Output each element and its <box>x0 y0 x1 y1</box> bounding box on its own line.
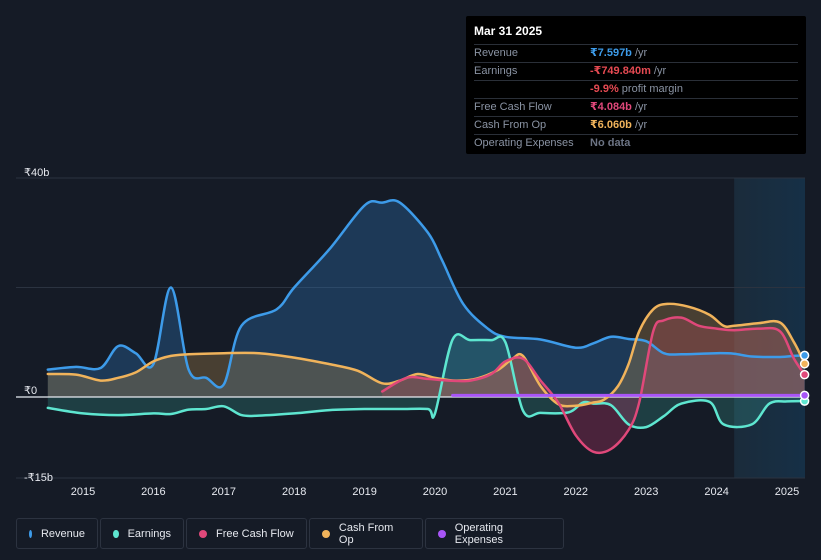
legend-dot-icon <box>199 529 207 538</box>
x-tick-label: 2025 <box>774 486 800 498</box>
earnings-area <box>47 334 805 428</box>
free-cash-flow-end-marker <box>799 369 810 380</box>
tooltip-row: Earnings -₹749.840m /yr <box>474 63 798 81</box>
tooltip-label: Free Cash Flow <box>474 101 552 113</box>
legend-label: Earnings <box>127 527 171 540</box>
tooltip-row: Revenue ₹7.597b /yr <box>474 45 798 63</box>
tooltip-value: ₹4.084b /yr <box>590 101 648 113</box>
legend-label: Free Cash Flow <box>216 527 294 540</box>
x-tick-label: 2015 <box>70 486 96 498</box>
legend-label: Operating Expenses <box>454 521 504 546</box>
revenue-area <box>47 200 805 397</box>
y-tick-label: -₹15b <box>24 472 54 485</box>
tooltip-row: -9.9% profit margin <box>474 81 798 99</box>
legend-dot-icon <box>113 529 119 538</box>
legend-item-free-cash-flow[interactable]: Free Cash Flow <box>186 518 307 549</box>
tooltip-label: Operating Expenses <box>474 137 574 149</box>
x-tick-label: 2022 <box>563 486 589 498</box>
cash-from-op-end-marker <box>799 359 810 369</box>
free-cash-flow-line <box>380 316 806 455</box>
x-tick-label: 2018 <box>281 486 307 498</box>
legend-dot-icon <box>438 529 446 538</box>
y-tick-label: ₹40b <box>24 167 50 179</box>
tooltip-label: Revenue <box>474 47 519 59</box>
y-tick-label: ₹0 <box>24 385 38 397</box>
tooltip-value: ₹7.597b /yr <box>590 47 648 59</box>
tooltip-value: No data <box>590 137 631 149</box>
legend-item-cash-from-op[interactable]: Cash From Op <box>309 518 423 549</box>
tooltip-row: Free Cash Flow ₹4.084b /yr <box>474 99 798 117</box>
x-tick-label: 2021 <box>493 486 518 498</box>
legend-label: Cash From Op <box>338 521 394 546</box>
legend-item-operating-expenses[interactable]: Operating Expenses <box>425 518 564 549</box>
x-tick-label: 2024 <box>704 486 729 498</box>
legend-dot-icon <box>322 529 330 538</box>
tooltip-label: Cash From Op <box>474 119 547 131</box>
tooltip-date: Mar 31 2025 <box>474 24 798 45</box>
tooltip-row: Operating Expenses No data <box>474 135 798 152</box>
tooltip-value: ₹6.060b /yr <box>590 119 648 131</box>
cash-from-op-area <box>47 303 805 407</box>
earnings-line <box>46 333 806 430</box>
revenue-line <box>46 199 806 389</box>
legend-item-revenue[interactable]: Revenue <box>16 518 98 549</box>
tooltip-value: -₹749.840m /yr <box>590 65 667 77</box>
free-cash-flow-area <box>382 317 805 453</box>
tooltip-value: -9.9% profit margin <box>590 83 683 95</box>
cash-from-op-line <box>46 302 806 408</box>
x-tick-label: 2017 <box>211 486 237 498</box>
tooltip-label: Earnings <box>474 65 518 77</box>
legend-dot-icon <box>29 529 32 538</box>
x-tick-label: 2023 <box>633 486 659 498</box>
tooltip-row: Cash From Op ₹6.060b /yr <box>474 117 798 135</box>
tooltip-panel: Mar 31 2025 Revenue ₹7.597b /yr Earnings -₹… <box>466 16 806 154</box>
x-tick-label: 2020 <box>422 486 448 498</box>
legend-item-earnings[interactable]: Earnings <box>100 518 184 549</box>
legend-label: Revenue <box>40 527 85 540</box>
x-tick-label: 2019 <box>352 486 377 498</box>
operating-expenses-end-marker <box>799 390 810 401</box>
x-tick-label: 2016 <box>141 486 166 498</box>
revenue-end-marker <box>799 350 810 361</box>
